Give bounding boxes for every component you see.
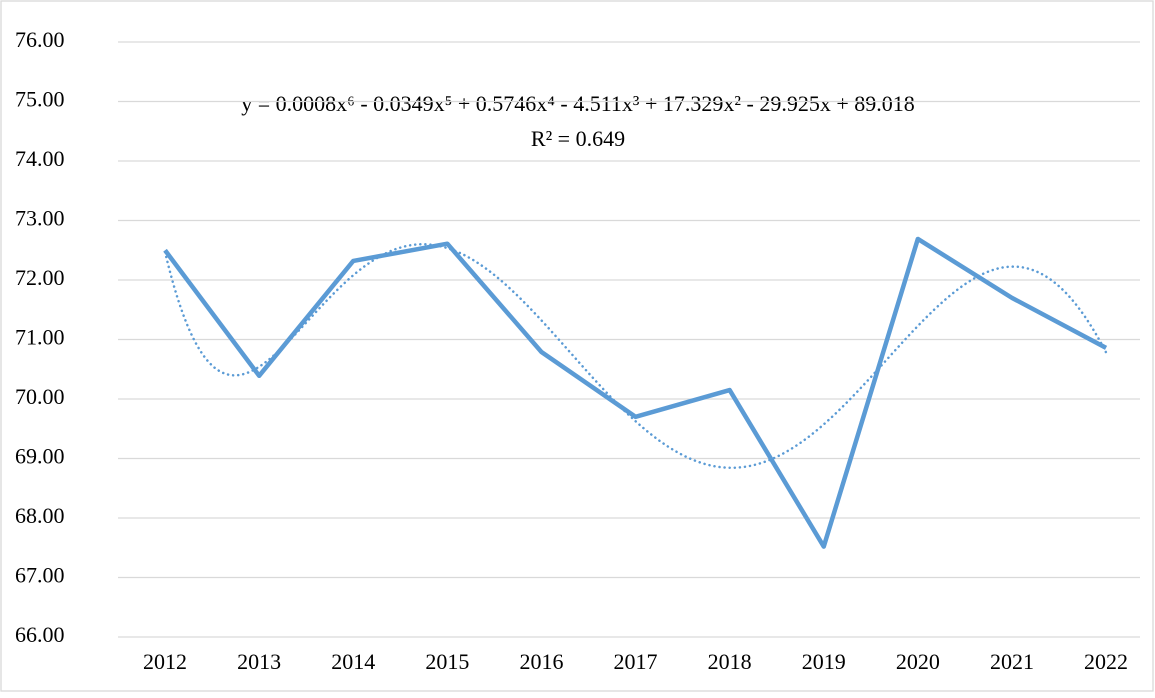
y-tick-label: 68.00 bbox=[15, 503, 65, 528]
x-tick-label: 2017 bbox=[614, 649, 658, 674]
y-tick-label: 69.00 bbox=[15, 444, 65, 469]
x-tick-label: 2022 bbox=[1084, 649, 1128, 674]
y-tick-label: 66.00 bbox=[15, 622, 65, 647]
trend-r-squared: R² = 0.649 bbox=[531, 126, 625, 151]
x-tick-label: 2013 bbox=[237, 649, 281, 674]
y-tick-label: 67.00 bbox=[15, 563, 65, 588]
x-tick-label: 2014 bbox=[331, 649, 375, 674]
trend-equation: y = 0.0008x⁶ - 0.0349x⁵ + 0.5746x⁴ - 4.5… bbox=[241, 91, 915, 116]
x-tick-label: 2012 bbox=[143, 649, 187, 674]
x-tick-label: 2020 bbox=[896, 649, 940, 674]
x-tick-label: 2015 bbox=[425, 649, 469, 674]
y-tick-label: 75.00 bbox=[15, 87, 65, 112]
y-tick-label: 72.00 bbox=[15, 265, 65, 290]
trendline bbox=[163, 242, 1108, 470]
y-tick-label: 73.00 bbox=[15, 206, 65, 231]
data-line bbox=[163, 236, 1108, 549]
x-tick-label: 2019 bbox=[802, 649, 846, 674]
x-tick-label: 2021 bbox=[990, 649, 1034, 674]
x-tick-label: 2018 bbox=[708, 649, 752, 674]
y-tick-label: 76.00 bbox=[15, 27, 65, 52]
x-tick-label: 2016 bbox=[519, 649, 563, 674]
y-tick-label: 74.00 bbox=[15, 146, 65, 171]
y-tick-label: 71.00 bbox=[15, 325, 65, 350]
y-tick-label: 70.00 bbox=[15, 384, 65, 409]
